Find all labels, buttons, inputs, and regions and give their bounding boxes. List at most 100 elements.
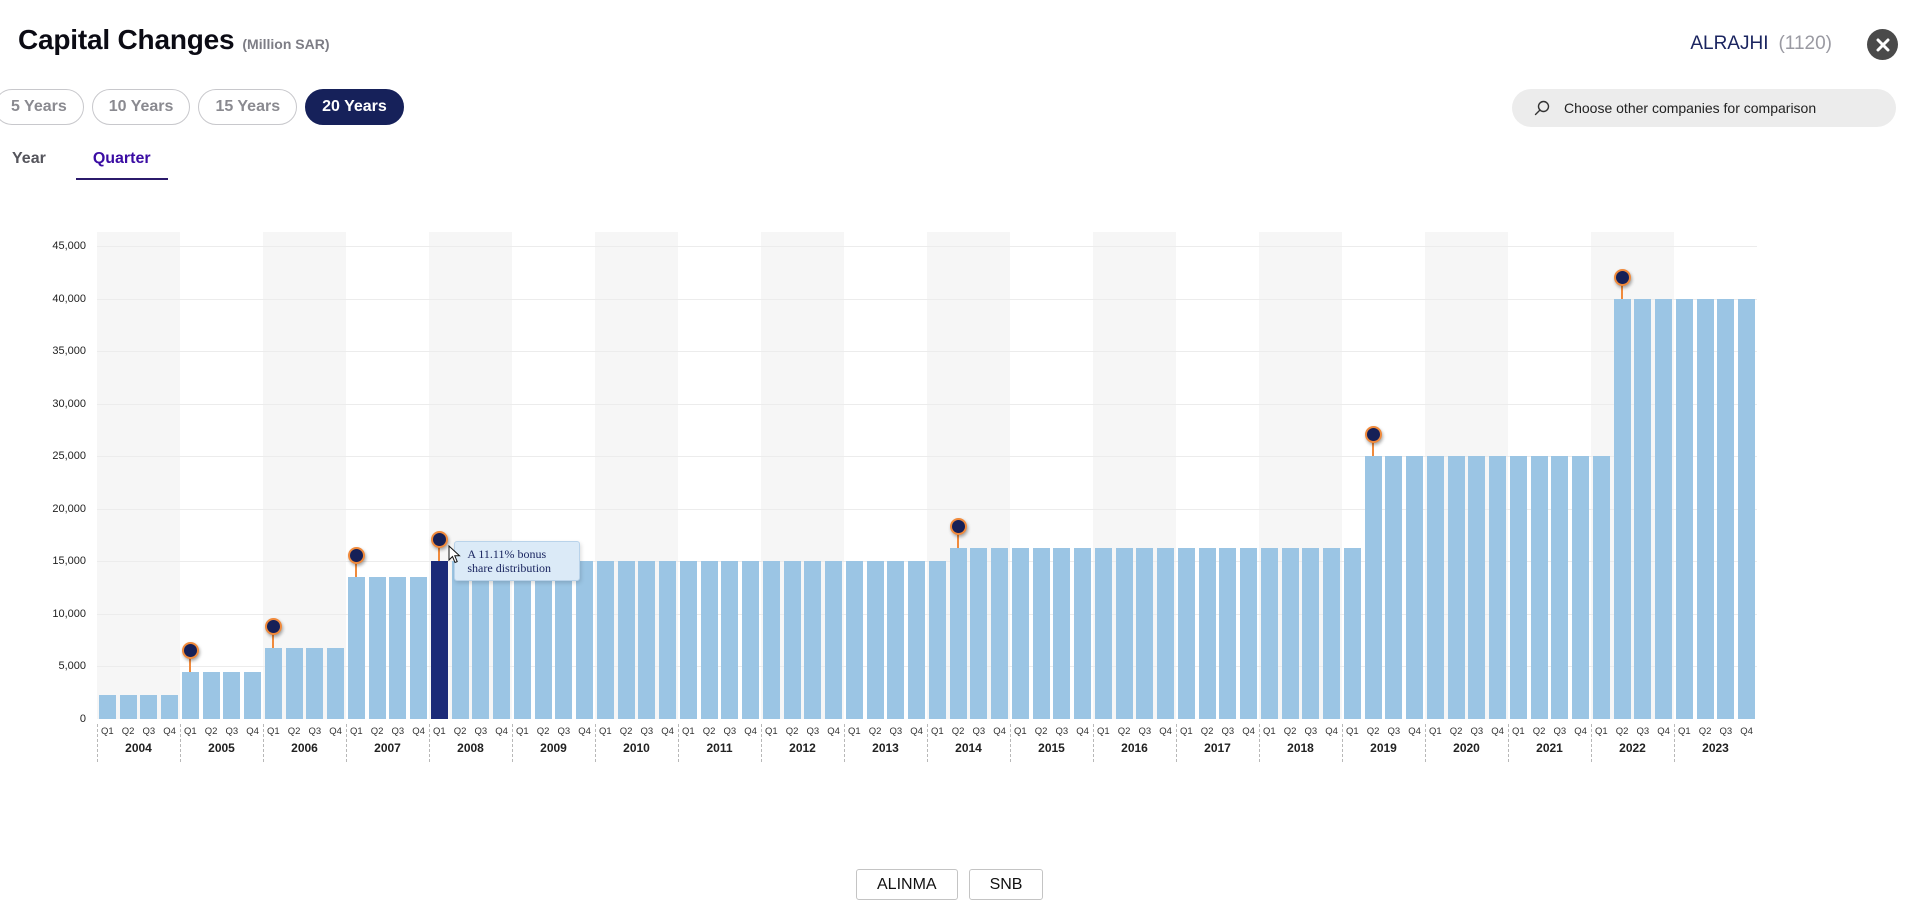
bar-2015-q4[interactable] xyxy=(1074,548,1092,719)
bar-2008-q2[interactable] xyxy=(451,561,469,719)
bar-2011-q3[interactable] xyxy=(721,561,739,719)
range-20-years-button[interactable]: 20 Years xyxy=(305,89,404,125)
x-axis-quarter-label: Q3 xyxy=(889,726,903,737)
bar-2010-q2[interactable] xyxy=(617,561,635,719)
bar-2013-q3[interactable] xyxy=(887,561,905,719)
bar-2023-q2[interactable] xyxy=(1696,298,1714,719)
bar-2014-q2[interactable] xyxy=(949,548,967,719)
bar-2006-q3[interactable] xyxy=(306,648,324,719)
x-axis-year-label: 2004 xyxy=(125,741,152,755)
bar-2012-q2[interactable] xyxy=(783,561,801,719)
bar-2018-q3[interactable] xyxy=(1302,548,1320,719)
bar-2009-q1[interactable] xyxy=(513,561,531,719)
bar-2018-q4[interactable] xyxy=(1323,548,1341,719)
bar-2017-q4[interactable] xyxy=(1240,548,1258,719)
event-marker-pin[interactable] xyxy=(949,518,967,536)
bar-2015-q2[interactable] xyxy=(1032,548,1050,719)
bar-2018-q1[interactable] xyxy=(1260,548,1278,719)
bar-2012-q4[interactable] xyxy=(825,561,843,719)
bar-2020-q3[interactable] xyxy=(1468,456,1486,719)
compare-chip-snb[interactable]: SNB xyxy=(968,869,1044,900)
bar-2020-q1[interactable] xyxy=(1426,456,1444,719)
bar-2007-q4[interactable] xyxy=(410,577,428,719)
bar-2022-q3[interactable] xyxy=(1634,298,1652,719)
event-marker-pin[interactable] xyxy=(264,618,282,636)
bar-2004-q3[interactable] xyxy=(140,695,158,719)
event-marker-pin[interactable] xyxy=(347,547,365,565)
bar-2018-q2[interactable] xyxy=(1281,548,1299,719)
bar-2017-q3[interactable] xyxy=(1219,548,1237,719)
bar-2017-q2[interactable] xyxy=(1198,548,1216,719)
x-axis-year-label: 2017 xyxy=(1204,741,1231,755)
range-5-years-button[interactable]: 5 Years xyxy=(0,89,84,125)
bar-2021-q4[interactable] xyxy=(1572,456,1590,719)
bar-2012-q1[interactable] xyxy=(762,561,780,719)
bar-2014-q3[interactable] xyxy=(970,548,988,719)
range-10-years-button[interactable]: 10 Years xyxy=(91,89,191,125)
bar-2008-q4[interactable] xyxy=(493,561,511,719)
bar-2016-q4[interactable] xyxy=(1157,548,1175,719)
bar-2019-q1[interactable] xyxy=(1343,548,1361,719)
bar-2004-q2[interactable] xyxy=(119,695,137,719)
bar-2008-q3[interactable] xyxy=(472,561,490,719)
compare-chip-alinma[interactable]: ALINMA xyxy=(856,869,958,900)
bar-2006-q2[interactable] xyxy=(285,648,303,719)
bar-2021-q1[interactable] xyxy=(1509,456,1527,719)
bar-2010-q1[interactable] xyxy=(596,561,614,719)
event-marker-pin[interactable] xyxy=(1364,426,1382,444)
company-search-input[interactable]: Choose other companies for comparison xyxy=(1512,89,1896,127)
bar-2014-q4[interactable] xyxy=(991,548,1009,719)
tab-year[interactable]: Year xyxy=(12,150,46,167)
bar-2005-q2[interactable] xyxy=(202,671,220,719)
bar-2005-q3[interactable] xyxy=(223,671,241,719)
bar-2008-q1[interactable] xyxy=(430,561,448,719)
bar-2021-q3[interactable] xyxy=(1551,456,1569,719)
bar-2019-q3[interactable] xyxy=(1385,456,1403,719)
bar-2010-q3[interactable] xyxy=(638,561,656,719)
bar-2017-q1[interactable] xyxy=(1177,548,1195,719)
bar-2016-q2[interactable] xyxy=(1115,548,1133,719)
bar-2007-q1[interactable] xyxy=(347,577,365,719)
bar-2011-q4[interactable] xyxy=(742,561,760,719)
bar-2022-q2[interactable] xyxy=(1613,298,1631,719)
bar-2023-q1[interactable] xyxy=(1675,298,1693,719)
bar-2020-q4[interactable] xyxy=(1489,456,1507,719)
bar-2012-q3[interactable] xyxy=(804,561,822,719)
bar-2009-q2[interactable] xyxy=(534,561,552,719)
bar-2013-q4[interactable] xyxy=(908,561,926,719)
bar-2011-q2[interactable] xyxy=(700,561,718,719)
bar-2009-q4[interactable] xyxy=(576,561,594,719)
bar-2006-q4[interactable] xyxy=(327,648,345,719)
bar-2007-q3[interactable] xyxy=(389,577,407,719)
bar-2023-q3[interactable] xyxy=(1717,298,1735,719)
bar-2004-q1[interactable] xyxy=(98,695,116,719)
bar-2019-q4[interactable] xyxy=(1406,456,1424,719)
close-button[interactable] xyxy=(1867,29,1898,60)
bar-2023-q4[interactable] xyxy=(1738,298,1756,719)
bar-2007-q2[interactable] xyxy=(368,577,386,719)
event-marker-pin[interactable] xyxy=(1613,268,1631,286)
bar-2014-q1[interactable] xyxy=(928,561,946,719)
range-15-years-button[interactable]: 15 Years xyxy=(198,89,298,125)
bar-2005-q1[interactable] xyxy=(181,671,199,719)
bar-2004-q4[interactable] xyxy=(161,695,179,719)
event-marker-pin[interactable] xyxy=(181,641,199,659)
bar-2020-q2[interactable] xyxy=(1447,456,1465,719)
bar-2005-q4[interactable] xyxy=(244,671,262,719)
bar-2009-q3[interactable] xyxy=(555,561,573,719)
tab-quarter[interactable]: Quarter xyxy=(75,150,168,180)
bar-2022-q1[interactable] xyxy=(1592,456,1610,719)
bar-2015-q1[interactable] xyxy=(1011,548,1029,719)
bar-2019-q2[interactable] xyxy=(1364,456,1382,719)
bar-2021-q2[interactable] xyxy=(1530,456,1548,719)
bar-2016-q1[interactable] xyxy=(1094,548,1112,719)
bar-2013-q1[interactable] xyxy=(845,561,863,719)
bar-2015-q3[interactable] xyxy=(1053,548,1071,719)
bar-2016-q3[interactable] xyxy=(1136,548,1154,719)
bar-2011-q1[interactable] xyxy=(679,561,697,719)
bar-2013-q2[interactable] xyxy=(866,561,884,719)
event-marker-pin[interactable] xyxy=(430,531,448,549)
bar-2010-q4[interactable] xyxy=(659,561,677,719)
bar-2006-q1[interactable] xyxy=(264,648,282,719)
bar-2022-q4[interactable] xyxy=(1655,298,1673,719)
